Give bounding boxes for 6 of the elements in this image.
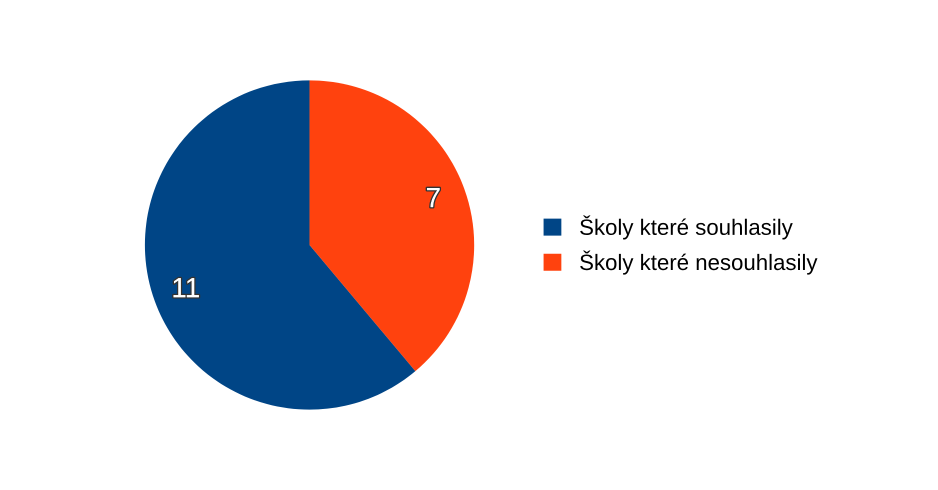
legend-label: Školy které nesouhlasily bbox=[580, 250, 818, 275]
data-label: 11 bbox=[173, 278, 199, 298]
legend-label: Školy které souhlasily bbox=[580, 215, 793, 240]
pie-slice bbox=[310, 80, 474, 372]
pie-slice bbox=[144, 80, 416, 410]
data-label: 7 bbox=[427, 188, 440, 208]
